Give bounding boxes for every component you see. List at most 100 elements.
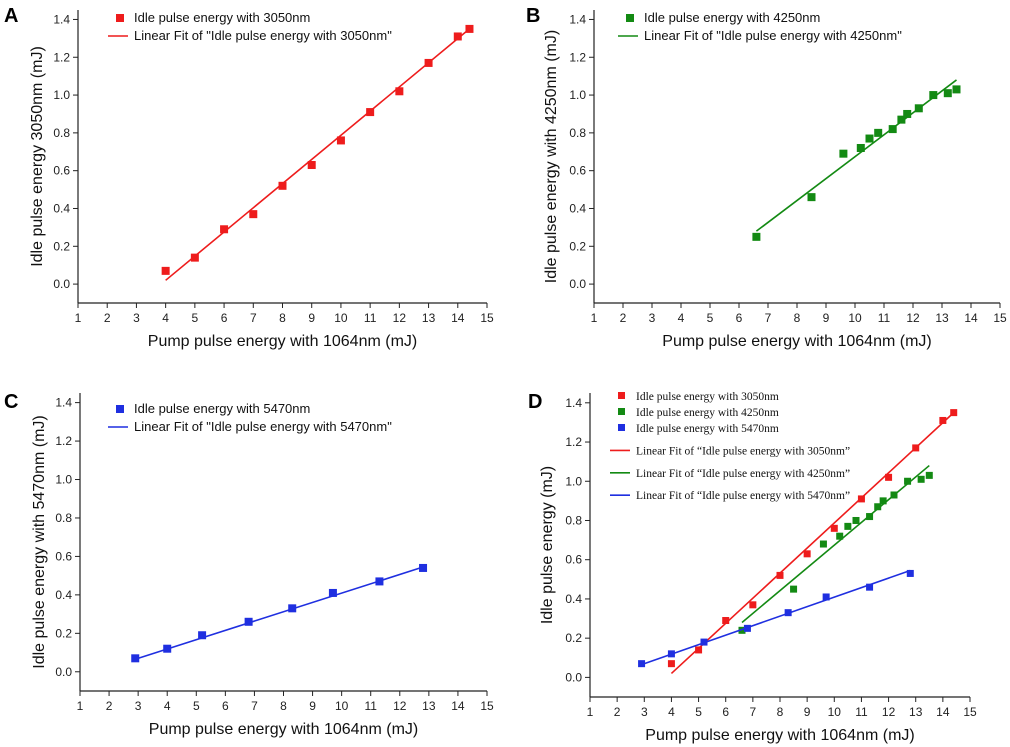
x-tick-label: 6 xyxy=(221,311,228,325)
fit-line xyxy=(641,569,911,666)
x-tick-label: 5 xyxy=(192,311,199,325)
data-point xyxy=(943,89,952,98)
x-tick-label: 4 xyxy=(668,705,675,719)
y-tick-label: 0.6 xyxy=(55,549,72,563)
x-tick-label: 8 xyxy=(280,699,287,713)
x-tick-label: 12 xyxy=(882,705,896,719)
legend-label: Linear Fit of "Idle pulse energy with 54… xyxy=(134,419,392,434)
data-point xyxy=(803,550,811,558)
x-tick-label: 2 xyxy=(106,699,113,713)
panel-d: D1 2 3 4 5 6 7 8 9 10 11 12 13 14 150.00.20.40.60.81.0… xyxy=(528,391,977,744)
data-point xyxy=(903,109,912,118)
data-point xyxy=(912,444,920,452)
panel-a: A1 2 3 4 5 6 7 8 9 10 11 12 13 14 150.00.20.40.60.81.0… xyxy=(4,5,494,350)
data-point xyxy=(952,85,961,94)
y-axis-label: Idle pulse energy 3050nm (mJ) xyxy=(29,46,46,267)
x-tick-label: 11 xyxy=(364,311,377,325)
legend-label: Linear Fit of “Idle pulse energy with 54… xyxy=(636,490,850,502)
data-point xyxy=(220,225,229,234)
legend-marker xyxy=(618,408,625,415)
data-point xyxy=(852,516,860,524)
x-tick-label: 5 xyxy=(707,311,714,325)
x-tick-label: 7 xyxy=(251,699,258,713)
x-tick-label: 4 xyxy=(162,311,169,325)
x-tick-label: 7 xyxy=(765,311,772,325)
data-point xyxy=(776,571,784,579)
data-point xyxy=(453,32,462,41)
y-tick-label: 0.6 xyxy=(565,553,582,567)
panel-letter: D xyxy=(528,391,542,413)
panel-c: C1 2 3 4 5 6 7 8 9 10 11 12 13 14 150.00.20.40.60.81.0… xyxy=(4,391,494,738)
data-point xyxy=(395,87,404,96)
data-point xyxy=(866,583,874,591)
data-point xyxy=(424,58,433,67)
x-tick-label: 3 xyxy=(133,311,140,325)
x-tick-label: 9 xyxy=(309,699,316,713)
x-tick-label: 3 xyxy=(135,699,142,713)
x-tick-label: 11 xyxy=(364,699,377,713)
legend-label: Idle pulse energy with 3050nm xyxy=(636,391,779,403)
panel-letter: A xyxy=(4,5,18,27)
data-point xyxy=(131,654,140,663)
data-point xyxy=(722,617,730,625)
data-point xyxy=(366,108,375,117)
y-tick-label: 0.8 xyxy=(55,511,72,525)
y-tick-label: 1.4 xyxy=(55,396,72,410)
x-tick-label: 10 xyxy=(334,311,348,325)
fit-line xyxy=(741,464,930,624)
y-tick-label: 0.8 xyxy=(53,126,70,140)
data-point xyxy=(866,513,874,521)
y-axis-label: Idle pulse energy with 5470nm (mJ) xyxy=(31,415,48,668)
x-tick-label: 14 xyxy=(451,311,465,325)
data-point xyxy=(749,601,757,609)
data-point xyxy=(198,631,207,640)
data-point xyxy=(897,115,906,124)
data-point xyxy=(743,624,751,632)
x-axis-label: Pump pulse energy with 1064nm (mJ) xyxy=(148,333,417,350)
data-point xyxy=(874,503,882,511)
legend-label: Linear Fit of “Idle pulse energy with 42… xyxy=(636,468,850,480)
y-tick-label: 1.0 xyxy=(569,88,586,102)
data-point xyxy=(163,644,172,653)
data-point xyxy=(925,471,933,479)
x-tick-label: 15 xyxy=(480,311,494,325)
data-point xyxy=(288,604,297,613)
data-point xyxy=(856,143,865,152)
y-tick-label: 1.4 xyxy=(569,12,586,26)
data-point xyxy=(888,125,897,134)
data-point xyxy=(807,193,816,202)
y-tick-label: 1.4 xyxy=(565,396,582,410)
data-point xyxy=(879,497,887,505)
data-point xyxy=(752,232,761,241)
x-tick-label: 1 xyxy=(75,311,82,325)
data-point xyxy=(700,638,708,646)
data-point xyxy=(328,588,337,597)
panel-b: B1 2 3 4 5 6 7 8 9 10 11 12 13 14 150.00.20.40.60.81.0… xyxy=(526,5,1007,350)
y-tick-label: 0.0 xyxy=(55,665,72,679)
y-tick-label: 0.2 xyxy=(565,631,582,645)
data-point xyxy=(278,181,287,190)
x-tick-label: 11 xyxy=(878,311,891,325)
x-tick-label: 3 xyxy=(649,311,656,325)
x-tick-label: 13 xyxy=(422,699,436,713)
legend-label: Linear Fit of “Idle pulse energy with 30… xyxy=(636,445,850,457)
x-tick-label: 10 xyxy=(335,699,349,713)
x-tick-label: 13 xyxy=(935,311,949,325)
data-point xyxy=(929,91,938,100)
y-tick-label: 0.2 xyxy=(55,626,72,640)
y-tick-label: 1.2 xyxy=(569,50,586,64)
data-point xyxy=(906,569,914,577)
y-tick-label: 0.2 xyxy=(53,239,70,253)
y-tick-label: 0.4 xyxy=(565,592,582,606)
y-tick-label: 0.0 xyxy=(565,670,582,684)
data-point xyxy=(939,416,947,424)
x-tick-label: 14 xyxy=(936,705,950,719)
x-tick-label: 2 xyxy=(614,705,621,719)
x-tick-label: 6 xyxy=(736,311,743,325)
data-point xyxy=(904,477,912,485)
y-tick-label: 0.6 xyxy=(569,164,586,178)
x-tick-label: 15 xyxy=(480,699,494,713)
y-tick-label: 1.0 xyxy=(55,473,72,487)
x-tick-label: 6 xyxy=(722,705,729,719)
